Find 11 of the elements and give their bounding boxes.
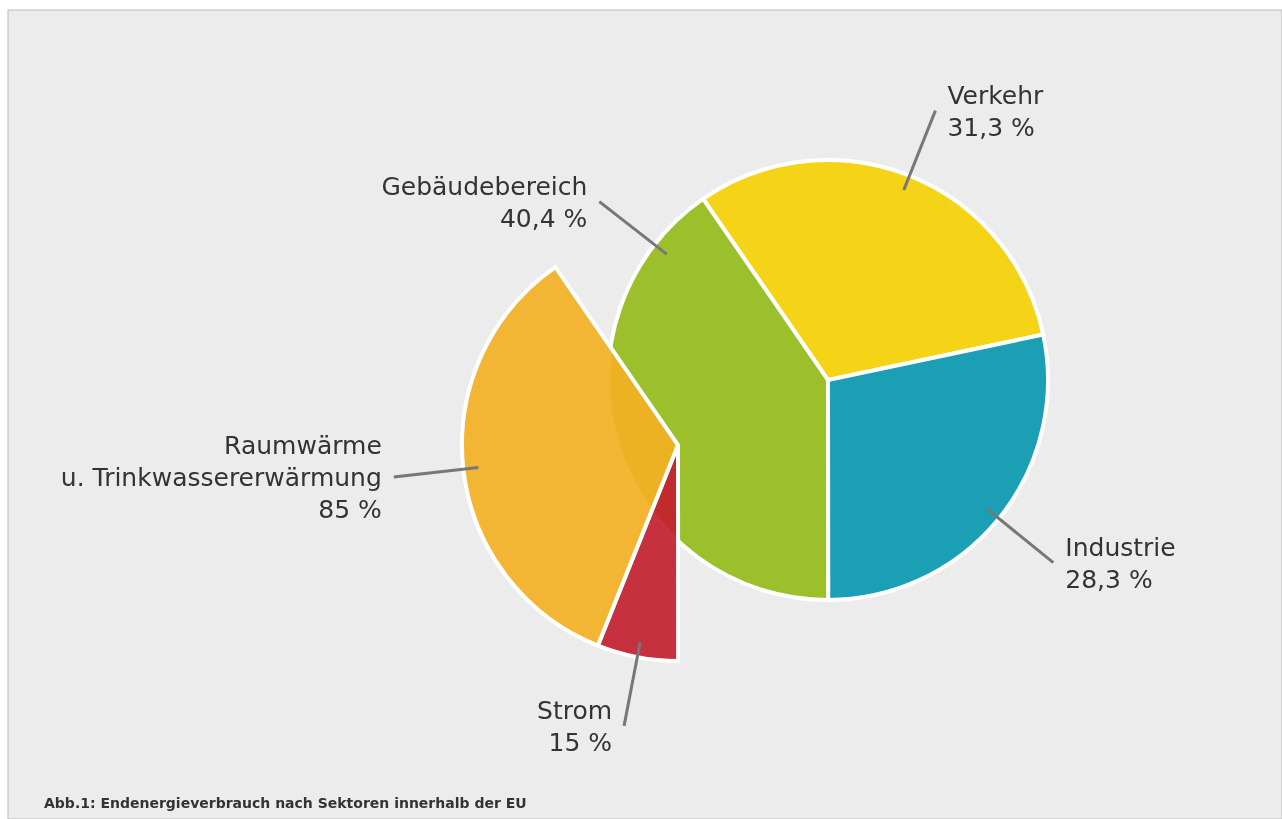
- slice-label: Strom: [537, 695, 613, 725]
- data-label: 85 %: [318, 494, 382, 524]
- slice-label: Verkehr: [947, 80, 1045, 110]
- data-label: 28,3 %: [1065, 564, 1153, 594]
- caption: Abb.1: Endenergieverbrauch nach Sektoren innerhalb der EU: [44, 795, 527, 811]
- slice-label: Industrie: [1065, 532, 1176, 562]
- data-label: 40,4 %: [499, 203, 588, 233]
- slice-label: Gebäudebereich: [381, 171, 588, 201]
- slice-label: Raumwärme u. Trinkwassererwärmung: [60, 430, 382, 492]
- data-label: 15 %: [548, 727, 613, 757]
- data-label: 31,3 %: [947, 112, 1035, 142]
